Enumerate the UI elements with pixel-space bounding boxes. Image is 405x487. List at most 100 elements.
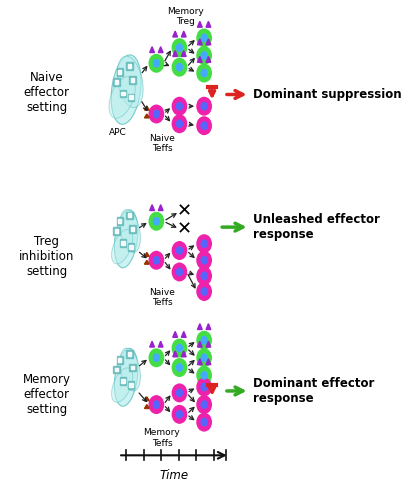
- Circle shape: [176, 268, 182, 276]
- Circle shape: [200, 102, 207, 110]
- Text: ✕: ✕: [176, 220, 191, 238]
- Circle shape: [149, 396, 163, 413]
- Bar: [119, 90, 126, 97]
- Circle shape: [176, 364, 182, 371]
- Polygon shape: [197, 341, 202, 347]
- Circle shape: [172, 39, 186, 56]
- Circle shape: [149, 105, 163, 123]
- Circle shape: [176, 344, 182, 352]
- Polygon shape: [205, 359, 210, 365]
- Text: Naive
effector
setting: Naive effector setting: [23, 71, 69, 114]
- Circle shape: [196, 267, 211, 285]
- Circle shape: [176, 44, 182, 51]
- Bar: [128, 243, 134, 250]
- Bar: [121, 92, 124, 95]
- Circle shape: [200, 288, 207, 295]
- Circle shape: [196, 235, 211, 252]
- Circle shape: [172, 58, 186, 76]
- Polygon shape: [197, 324, 202, 330]
- Bar: [129, 244, 132, 248]
- Circle shape: [176, 120, 182, 128]
- Circle shape: [176, 102, 182, 110]
- Polygon shape: [149, 205, 154, 210]
- Bar: [115, 80, 118, 84]
- Text: Dominant effector
response: Dominant effector response: [252, 377, 373, 405]
- Polygon shape: [197, 56, 202, 62]
- Circle shape: [153, 59, 159, 67]
- Bar: [121, 241, 124, 244]
- Bar: [129, 383, 132, 387]
- Polygon shape: [173, 51, 177, 56]
- Bar: [116, 356, 123, 364]
- Bar: [126, 211, 132, 219]
- Bar: [118, 70, 121, 74]
- Circle shape: [149, 349, 163, 367]
- Circle shape: [200, 372, 207, 379]
- Text: ✕: ✕: [176, 203, 191, 221]
- Circle shape: [149, 55, 163, 72]
- Ellipse shape: [111, 368, 132, 402]
- Bar: [130, 227, 134, 231]
- Circle shape: [176, 411, 182, 418]
- Polygon shape: [181, 332, 185, 337]
- Text: Treg
inhibition
setting: Treg inhibition setting: [19, 235, 74, 278]
- Circle shape: [200, 52, 207, 59]
- Text: Memory
Teffs: Memory Teffs: [143, 428, 180, 448]
- Circle shape: [200, 257, 207, 264]
- Bar: [128, 94, 134, 101]
- Text: Unleashed effector
response: Unleashed effector response: [252, 213, 379, 241]
- Circle shape: [153, 218, 159, 225]
- Bar: [128, 64, 130, 68]
- Polygon shape: [158, 341, 163, 347]
- Polygon shape: [205, 39, 210, 45]
- Bar: [118, 219, 121, 223]
- Bar: [113, 366, 119, 374]
- Bar: [113, 78, 119, 86]
- Circle shape: [200, 354, 207, 361]
- Bar: [116, 217, 123, 225]
- Text: Memory
effector
setting: Memory effector setting: [23, 374, 70, 416]
- Bar: [115, 229, 118, 233]
- Circle shape: [200, 69, 207, 77]
- Polygon shape: [181, 51, 185, 56]
- Circle shape: [200, 272, 207, 280]
- Polygon shape: [144, 252, 149, 256]
- Polygon shape: [197, 359, 202, 365]
- Text: Naive
Teffs: Naive Teffs: [149, 133, 175, 153]
- Circle shape: [196, 29, 211, 47]
- Bar: [113, 227, 119, 235]
- Text: Time: Time: [159, 469, 188, 482]
- Polygon shape: [205, 21, 210, 27]
- Circle shape: [172, 97, 186, 115]
- Polygon shape: [144, 405, 149, 409]
- Polygon shape: [197, 39, 202, 45]
- Ellipse shape: [109, 76, 135, 118]
- Bar: [115, 368, 118, 372]
- Polygon shape: [173, 332, 177, 337]
- Polygon shape: [144, 114, 149, 118]
- Circle shape: [153, 354, 159, 361]
- Circle shape: [196, 378, 211, 396]
- Bar: [119, 239, 126, 246]
- Circle shape: [200, 383, 207, 391]
- Circle shape: [200, 34, 207, 41]
- Text: Dominant suppression: Dominant suppression: [252, 88, 400, 101]
- Circle shape: [196, 367, 211, 384]
- Ellipse shape: [111, 55, 141, 124]
- Circle shape: [176, 389, 182, 396]
- Circle shape: [172, 115, 186, 132]
- Text: Memory
Treg: Memory Treg: [167, 7, 204, 26]
- Bar: [116, 68, 123, 76]
- Text: Naive
Teffs: Naive Teffs: [149, 288, 175, 307]
- Bar: [130, 366, 134, 370]
- Bar: [128, 381, 134, 389]
- Circle shape: [196, 47, 211, 64]
- Polygon shape: [173, 31, 177, 37]
- Circle shape: [196, 396, 211, 413]
- Bar: [118, 358, 121, 362]
- Circle shape: [172, 406, 186, 423]
- Bar: [119, 377, 126, 385]
- Circle shape: [196, 413, 211, 431]
- Bar: [129, 76, 135, 84]
- Circle shape: [172, 339, 186, 357]
